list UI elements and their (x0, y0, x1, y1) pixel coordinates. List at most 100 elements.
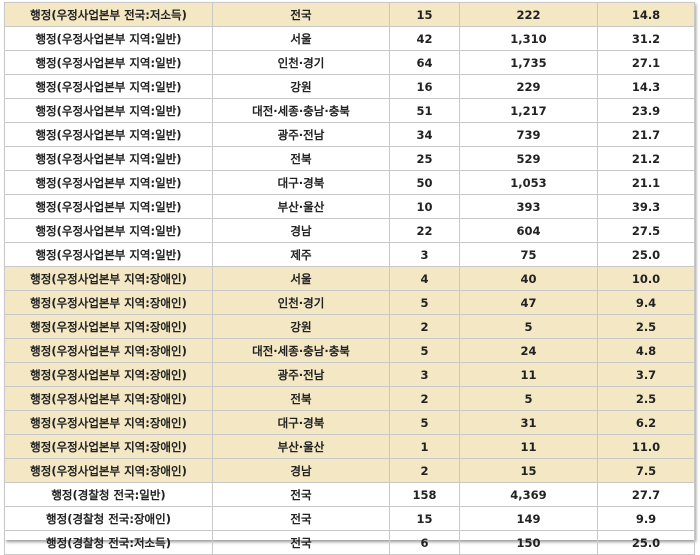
table-row: 행정(우정사업본부 지역:일반) 제주 3 75 25.0 (4, 242, 695, 267)
applicants: 229 (459, 74, 598, 99)
exam-type: 행정(경찰청 전국:장애인) (4, 506, 213, 531)
positions: 22 (389, 218, 460, 243)
table-row: 행정(우정사업본부 지역:장애인) 전북 2 5 2.5 (4, 386, 695, 411)
positions: 42 (389, 26, 460, 51)
table-row: 행정(우정사업본부 지역:장애인) 대구·경북 5 31 6.2 (4, 410, 695, 435)
region: 부산·울산 (212, 194, 390, 219)
positions: 16 (389, 74, 460, 99)
applicants: 1,735 (459, 50, 598, 75)
positions: 158 (389, 482, 460, 507)
competition-rate: 21.1 (597, 170, 695, 195)
region: 대전·세종·충남·충북 (212, 98, 390, 123)
table-row: 행정(우정사업본부 지역:일반) 인천·경기 64 1,735 27.1 (4, 50, 695, 75)
competition-rate: 27.1 (597, 50, 695, 75)
table-row: 행정(우정사업본부 지역:일반) 서울 42 1,310 31.2 (4, 26, 695, 51)
positions: 34 (389, 122, 460, 147)
exam-type: 행정(우정사업본부 지역:일반) (4, 194, 213, 219)
competition-rate: 2.5 (597, 314, 695, 339)
positions: 10 (389, 194, 460, 219)
table-row: 행정(우정사업본부 지역:장애인) 광주·전남 3 11 3.7 (4, 362, 695, 387)
competition-rate: 21.2 (597, 146, 695, 171)
competition-rate: 39.3 (597, 194, 695, 219)
exam-type: 행정(우정사업본부 지역:일반) (4, 242, 213, 267)
positions: 3 (389, 242, 460, 267)
applicants: 31 (459, 410, 598, 435)
competition-rate: 6.2 (597, 410, 695, 435)
table-frame: 행정(우정사업본부 전국:저소득) 전국 15 222 14.8 행정(우정사업본부 지역… (4, 2, 695, 555)
region: 경남 (212, 458, 390, 483)
data-table: 행정(우정사업본부 전국:저소득) 전국 15 222 14.8 행정(우정사업본부 지역… (4, 2, 695, 555)
region: 서울 (212, 26, 390, 51)
applicants: 739 (459, 122, 598, 147)
applicants: 604 (459, 218, 598, 243)
competition-rate: 10.0 (597, 266, 695, 291)
exam-type: 행정(우정사업본부 지역:일반) (4, 146, 213, 171)
exam-type: 행정(우정사업본부 지역:장애인) (4, 386, 213, 411)
competition-rate: 31.2 (597, 26, 695, 51)
exam-type: 행정(우정사업본부 전국:저소득) (4, 2, 213, 27)
region: 전국 (212, 530, 390, 555)
exam-type: 행정(우정사업본부 지역:장애인) (4, 434, 213, 459)
positions: 15 (389, 506, 460, 531)
positions: 1 (389, 434, 460, 459)
region: 전북 (212, 386, 390, 411)
applicants: 393 (459, 194, 598, 219)
competition-rate: 27.5 (597, 218, 695, 243)
table-row: 행정(우정사업본부 전국:저소득) 전국 15 222 14.8 (4, 2, 695, 27)
positions: 51 (389, 98, 460, 123)
exam-type: 행정(우정사업본부 지역:장애인) (4, 410, 213, 435)
applicants: 15 (459, 458, 598, 483)
table-row: 행정(우정사업본부 지역:일반) 부산·울산 10 393 39.3 (4, 194, 695, 219)
positions: 4 (389, 266, 460, 291)
competition-rate: 3.7 (597, 362, 695, 387)
applicants: 24 (459, 338, 598, 363)
competition-rate: 2.5 (597, 386, 695, 411)
table-row: 행정(우정사업본부 지역:일반) 전북 25 529 21.2 (4, 146, 695, 171)
region: 경남 (212, 218, 390, 243)
exam-type: 행정(우정사업본부 지역:장애인) (4, 314, 213, 339)
competition-rate: 27.7 (597, 482, 695, 507)
applicants: 4,369 (459, 482, 598, 507)
region: 전국 (212, 482, 390, 507)
applicants: 1,310 (459, 26, 598, 51)
applicants: 47 (459, 290, 598, 315)
positions: 2 (389, 314, 460, 339)
region: 인천·경기 (212, 290, 390, 315)
competition-rate: 9.4 (597, 290, 695, 315)
exam-type: 행정(우정사업본부 지역:장애인) (4, 266, 213, 291)
applicants: 222 (459, 2, 598, 27)
applicants: 5 (459, 314, 598, 339)
applicants: 529 (459, 146, 598, 171)
table-row: 행정(우정사업본부 지역:장애인) 인천·경기 5 47 9.4 (4, 290, 695, 315)
exam-type: 행정(우정사업본부 지역:일반) (4, 74, 213, 99)
table-row: 행정(우정사업본부 지역:장애인) 강원 2 5 2.5 (4, 314, 695, 339)
positions: 2 (389, 386, 460, 411)
exam-type: 행정(우정사업본부 지역:일반) (4, 170, 213, 195)
positions: 50 (389, 170, 460, 195)
exam-type: 행정(우정사업본부 지역:장애인) (4, 458, 213, 483)
competition-rate: 23.9 (597, 98, 695, 123)
competition-rate: 14.8 (597, 2, 695, 27)
region: 서울 (212, 266, 390, 291)
applicants: 1,053 (459, 170, 598, 195)
exam-type: 행정(우정사업본부 지역:일반) (4, 26, 213, 51)
table-row: 행정(경찰청 전국:일반) 전국 158 4,369 27.7 (4, 482, 695, 507)
applicants: 5 (459, 386, 598, 411)
region: 광주·전남 (212, 362, 390, 387)
applicants: 1,217 (459, 98, 598, 123)
table-row: 행정(경찰청 전국:저소득) 전국 6 150 25.0 (4, 530, 695, 555)
region: 전국 (212, 506, 390, 531)
positions: 5 (389, 338, 460, 363)
competition-rate: 7.5 (597, 458, 695, 483)
applicants: 75 (459, 242, 598, 267)
table-row: 행정(우정사업본부 지역:장애인) 부산·울산 1 11 11.0 (4, 434, 695, 459)
competition-rate: 9.9 (597, 506, 695, 531)
table-row: 행정(우정사업본부 지역:장애인) 대전·세종·충남·충북 5 24 4.8 (4, 338, 695, 363)
applicants: 150 (459, 530, 598, 555)
region: 강원 (212, 74, 390, 99)
region: 전국 (212, 2, 390, 27)
table-row: 행정(우정사업본부 지역:일반) 강원 16 229 14.3 (4, 74, 695, 99)
region: 전북 (212, 146, 390, 171)
table-row: 행정(경찰청 전국:장애인) 전국 15 149 9.9 (4, 506, 695, 531)
positions: 3 (389, 362, 460, 387)
